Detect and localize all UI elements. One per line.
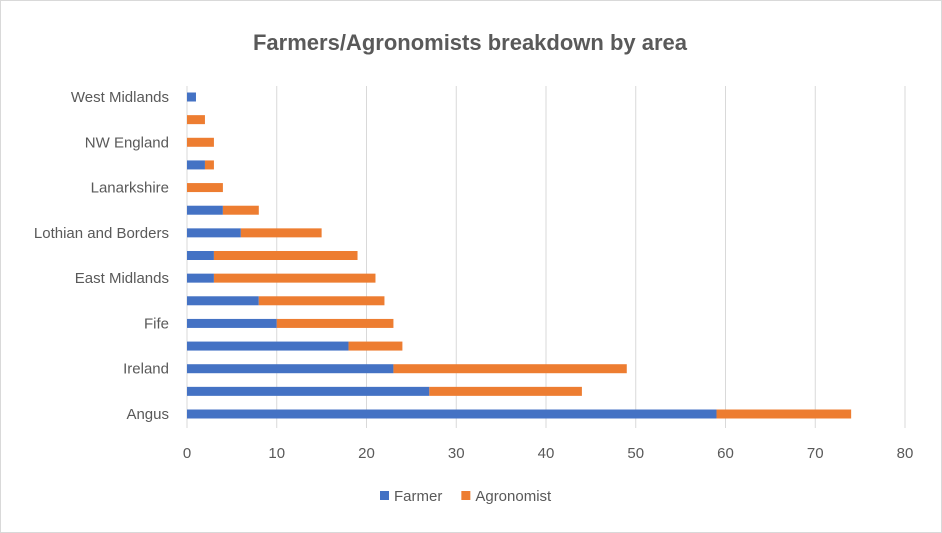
x-tick-labels: 0 10 20 30 40 50 60 70 80 [183,445,914,462]
bar-agronomist [187,137,214,147]
bar-agronomist [213,251,358,260]
bar-farmer [187,296,259,306]
x-tick-label: 60 [717,445,734,462]
bar-agronomist [393,364,627,374]
x-tick-label: 0 [183,445,191,462]
bar-farmer [187,251,214,260]
x-tick-label: 50 [627,445,644,462]
bar-agronomist [716,409,852,419]
bar-farmer [187,228,241,238]
chart-title: Farmers/Agronomists breakdown by area [253,30,688,55]
category-label: NW England [85,134,169,151]
bar-farmer [187,318,277,328]
x-tick-label: 10 [268,445,285,462]
bar-farmer [187,273,214,283]
category-label: Ireland [123,361,169,378]
x-tick-label: 80 [897,445,914,462]
x-tick-label: 20 [358,445,375,462]
category-label: Lothian and Borders [34,225,169,242]
bar-farmer [187,160,205,170]
bar-agronomist [204,160,214,170]
bar-agronomist [258,296,385,306]
bars [187,92,852,419]
legend-swatch [461,491,471,500]
x-tick-label: 30 [448,445,465,462]
x-tick-label: 70 [807,445,824,462]
category-labels: Angus Ireland Fife East Midlands Lothian and… [34,89,169,423]
category-label: Lanarkshire [91,180,169,197]
bar-agronomist [276,318,394,328]
bar-agronomist [429,386,582,396]
x-tick-label: 40 [538,445,555,462]
legend: Farmer Agronomist [380,488,552,505]
bar-agronomist [187,183,223,193]
category-label: West Midlands [71,89,169,106]
legend-swatch [380,491,389,500]
legend-label: Farmer [394,488,442,505]
category-label: Fife [144,315,169,332]
bar-farmer [187,364,394,374]
legend-label: Agronomist [475,488,552,505]
category-label: East Midlands [75,270,169,287]
bar-farmer [187,92,196,102]
bar-agronomist [213,273,376,283]
bar-farmer [187,386,430,396]
bar-farmer [187,341,349,351]
bar-farmer [187,205,223,215]
category-label: Angus [126,406,169,423]
bar-agronomist [240,228,322,238]
bar-agronomist [222,205,259,215]
bar-farmer [187,409,717,419]
bar-agronomist [348,341,403,351]
bar-agronomist [187,115,205,125]
